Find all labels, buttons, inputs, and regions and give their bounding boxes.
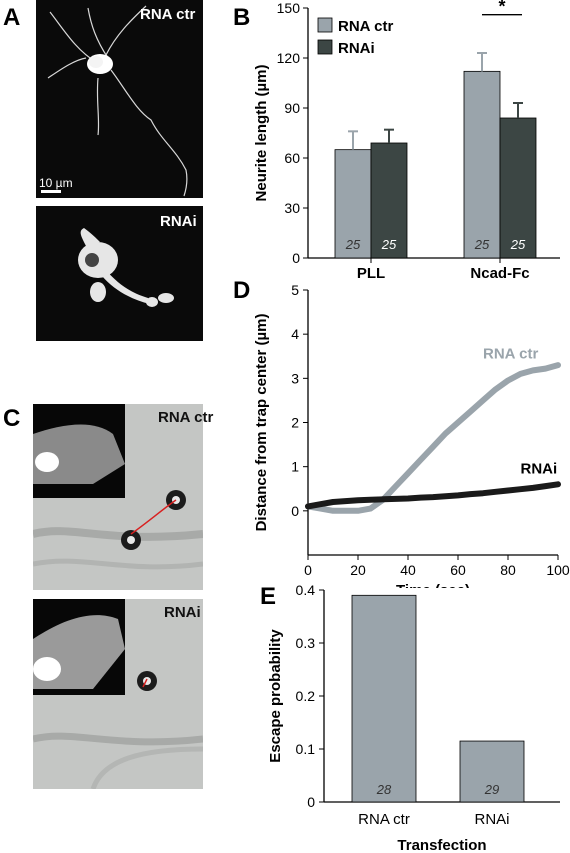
bead-trajectory-ctr: [130, 499, 177, 535]
micrograph-label-rnai: RNAi: [160, 213, 197, 230]
scale-bar-label: 10 µm: [39, 176, 73, 190]
panel-letter-a: A: [3, 4, 21, 31]
dic-label-rnai: RNAi: [164, 604, 201, 621]
dic-label-ctr: RNA ctr: [158, 409, 214, 426]
legend-label: RNAi: [338, 40, 375, 57]
bead-trap-image-rnai: [33, 671, 203, 789]
series-line-RNAi: [305, 481, 561, 510]
bar-Ncad-Fc-RNAi: [499, 117, 537, 259]
legend-swatch: [317, 39, 333, 55]
x-tick-label: Ncad-Fc: [470, 265, 529, 282]
y-tick-label: 0: [291, 503, 299, 519]
bar-PLL-RNA ctr: [334, 149, 372, 259]
panel-letter-e: E: [260, 583, 277, 610]
bar-RNA ctr: [351, 594, 417, 803]
x-tick-label: 20: [350, 562, 366, 578]
micrograph-rna-ctr: [36, 0, 203, 198]
legend-swatch: [317, 17, 333, 33]
bar-n-label: 25: [474, 237, 490, 252]
y-tick-label: 5: [291, 282, 299, 298]
y-axis-label: Escape probability: [267, 629, 284, 763]
y-tick-label: 0.1: [296, 741, 316, 757]
bar-n-label: 28: [376, 782, 392, 797]
panel-letter-d: D: [233, 277, 251, 304]
micrograph-label-ctr: RNA ctr: [140, 6, 196, 23]
series-line-RNA ctr: [305, 362, 561, 514]
y-tick-label: 0.2: [296, 688, 316, 704]
bead-trajectory-rnai: [142, 678, 148, 688]
y-tick-label: 0.3: [296, 635, 316, 651]
x-tick-label: 40: [400, 562, 416, 578]
y-tick-label: 30: [284, 200, 300, 216]
y-tick-label: 0.4: [296, 582, 316, 598]
x-tick-label: 60: [450, 562, 466, 578]
micrograph-rnai: [36, 206, 203, 341]
series-label-ctr: RNA ctr: [483, 345, 538, 362]
bar-n-label: 29: [484, 782, 499, 797]
bar-n-label: 25: [345, 237, 361, 252]
y-axis-label: Neurite length (µm): [253, 65, 270, 202]
x-axis-label: Transfection: [397, 837, 486, 853]
chart-e-escape-probability: 0 0.1 0.2 0.3 0.4 Escape probability 28 RNA ctr…: [267, 582, 560, 853]
y-tick-label: 0: [292, 250, 300, 266]
x-tick-label: 100: [546, 562, 570, 578]
bar-RNAi: [459, 740, 525, 803]
y-tick-label: 2: [291, 415, 299, 431]
x-tick-label: 80: [500, 562, 516, 578]
y-tick-label: 1: [291, 459, 299, 475]
neuron-image-rnai: [78, 228, 174, 307]
chart-b-neurite-length: 0 30 60 90 120 150 Neurite length (µm) 25 25 PLL 2…: [253, 0, 560, 282]
neuron-image-ctr: [41, 5, 188, 197]
bar-Ncad-Fc-RNA ctr: [463, 70, 501, 259]
bead-trap-image-ctr: [33, 490, 203, 570]
y-tick-label: 4: [291, 326, 299, 342]
chart-d-distance-trace: 0 1 2 3 4 5 0 20 40 60 80 100 Time (sec) Distance fro…: [253, 282, 570, 588]
x-axis-label: Time (sec): [396, 582, 470, 588]
x-tick-label: PLL: [357, 265, 385, 282]
legend-label: RNA ctr: [338, 18, 393, 35]
y-tick-label: 120: [277, 50, 301, 66]
fluorescence-inset-rnai: [33, 599, 125, 695]
y-tick-label: 150: [277, 0, 301, 16]
scale-bar: [41, 190, 61, 193]
bar-PLL-RNAi: [370, 142, 408, 259]
panel-letter-c: C: [3, 405, 21, 432]
y-axis-label: Distance from trap center (µm): [253, 314, 270, 532]
x-tick-label: RNAi: [474, 811, 509, 828]
y-tick-label: 3: [291, 370, 299, 386]
panel-letter-b: B: [233, 4, 251, 31]
fluorescence-inset-ctr: [33, 404, 125, 498]
y-tick-label: 0: [307, 794, 315, 810]
y-tick-label: 60: [284, 150, 300, 166]
x-tick-label: 0: [304, 562, 312, 578]
bar-n-label: 25: [510, 237, 526, 252]
y-tick-label: 90: [284, 100, 300, 116]
x-tick-label: RNA ctr: [358, 811, 410, 828]
significance-star: *: [498, 0, 505, 17]
bar-n-label: 25: [381, 237, 397, 252]
series-label-rnai: RNAi: [521, 460, 558, 477]
